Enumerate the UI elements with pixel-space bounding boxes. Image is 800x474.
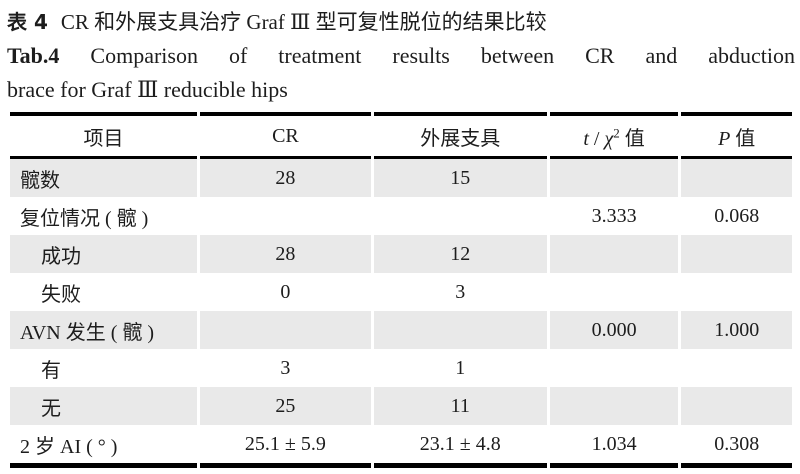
column-header-item: 项目 <box>10 112 197 159</box>
cell-item-label: 失败 <box>41 283 81 306</box>
cell-t-value: 3.333 <box>591 204 637 227</box>
t-symbol: t <box>583 127 589 150</box>
table-row-ai-2y: 2 岁 AI ( ° ) 25.1 ± 5.9 23.1 ± 4.8 1.034… <box>10 425 792 468</box>
table-row-reduction-status: 复位情况 ( 髋 ) 3.333 0.068 <box>10 197 792 235</box>
table-caption: 表 4 CR 和外展支具治疗 Graf Ⅲ 型可复性脱位的结果比较 Tab.4 C… <box>0 0 800 107</box>
table-row-avn-no: 无 25 11 <box>10 387 792 425</box>
cell-t-value: 0.000 <box>549 311 679 349</box>
cell-p-value <box>681 273 792 311</box>
cell-brace-value: 15 <box>373 159 547 197</box>
cell-brace-value: 23.1 ± 4.8 <box>373 425 547 468</box>
cell-brace-value: 3 <box>455 280 466 303</box>
cell-p-value: 1.000 <box>681 311 792 349</box>
cell-item-label: 髋数 <box>10 159 197 197</box>
p-suffix: 值 <box>730 127 756 150</box>
header-row: 项目 CR 外展支具 t / χ2 值 P 值 <box>10 112 792 159</box>
cell-cr-value: 25 <box>199 387 371 425</box>
table-header: 项目 CR 外展支具 t / χ2 值 P 值 <box>10 112 792 159</box>
t-chi2-suffix: 值 <box>619 127 645 150</box>
caption-en-line2: brace for Graf Ⅲ reducible hips <box>7 77 288 102</box>
cell-t-value <box>550 273 679 311</box>
cell-t-value: 1.034 <box>549 425 679 468</box>
table-body: 髋数 28 15 复位情况 ( 髋 ) 3.333 0.068 成功 28 12… <box>10 159 792 468</box>
table-row-avn: AVN 发生 ( 髋 ) 0.000 1.000 <box>10 311 792 349</box>
cell-cr-value: 0 <box>280 280 291 303</box>
caption-en-label: Tab.4 <box>7 43 60 68</box>
cell-cr-value: 28 <box>199 235 371 273</box>
column-header-brace: 外展支具 <box>373 112 547 159</box>
cell-p-value: 0.308 <box>681 425 792 468</box>
cell-p-value <box>681 349 792 387</box>
cell-cr-value: 28 <box>199 159 371 197</box>
cell-p-value: 0.068 <box>714 204 760 227</box>
cell-item-label: 无 <box>10 387 197 425</box>
p-symbol: P <box>718 127 731 150</box>
slash: / <box>588 127 605 150</box>
column-header-cr: CR <box>199 112 371 159</box>
cell-t-value <box>549 235 679 273</box>
cell-t-value <box>549 387 679 425</box>
cell-t-value <box>549 159 679 197</box>
cell-brace-value: 11 <box>373 387 547 425</box>
results-table: 项目 CR 外展支具 t / χ2 值 P 值 髋数 28 15 复位情况 ( … <box>7 112 795 468</box>
caption-en-text: Comparison of treatment results between … <box>90 43 796 68</box>
cell-item-label: AVN 发生 ( 髋 ) <box>10 311 197 349</box>
cell-cr-value: 25.1 ± 5.9 <box>199 425 371 468</box>
table-row-success: 成功 28 12 <box>10 235 792 273</box>
column-header-t-chi2: t / χ2 值 <box>549 112 679 159</box>
cell-item-label: 成功 <box>10 235 197 273</box>
caption-zh-label: 表 4 <box>7 10 48 34</box>
cell-p-value <box>681 387 792 425</box>
cell-p-value <box>681 159 792 197</box>
cell-cr-value <box>199 311 371 349</box>
cell-item-label: 有 <box>41 359 61 382</box>
cell-p-value <box>681 235 792 273</box>
cell-brace-value: 1 <box>455 356 466 379</box>
cell-brace-value: 12 <box>373 235 547 273</box>
caption-zh-text: CR 和外展支具治疗 Graf Ⅲ 型可复性脱位的结果比较 <box>60 10 547 34</box>
cell-item-label: 2 岁 AI ( ° ) <box>10 425 197 468</box>
chi-superscript: 2 <box>613 124 620 140</box>
column-header-p: P 值 <box>681 112 792 159</box>
table-row-failure: 失败 0 3 <box>10 273 792 311</box>
table-row-hip-count: 髋数 28 15 <box>10 159 792 197</box>
cell-brace-value <box>374 197 547 235</box>
table-row-avn-yes: 有 3 1 <box>10 349 792 387</box>
cell-cr-value <box>200 197 371 235</box>
cell-brace-value <box>373 311 547 349</box>
cell-cr-value: 3 <box>280 356 291 379</box>
cell-item-label: 复位情况 ( 髋 ) <box>20 207 149 230</box>
caption-zh: 表 4 CR 和外展支具治疗 Graf Ⅲ 型可复性脱位的结果比较 <box>7 5 795 39</box>
cell-t-value <box>550 349 679 387</box>
chi-symbol: χ <box>604 127 614 150</box>
caption-en-line1: Tab.4 Comparison of treatment results be… <box>7 39 795 73</box>
